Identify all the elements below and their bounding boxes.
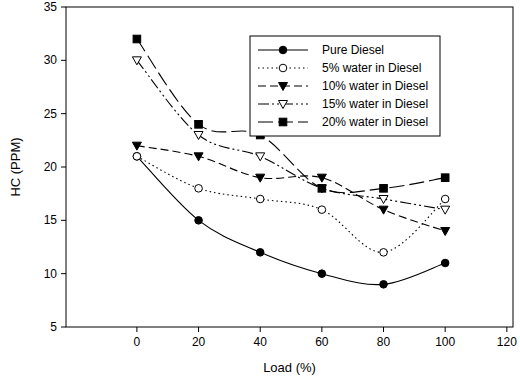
x-tick (383, 327, 384, 332)
series-point (318, 185, 326, 193)
x-tick (506, 327, 507, 332)
x-axis-label: Load (%) (263, 360, 316, 375)
series (132, 142, 449, 235)
y-tick-label: 20 (44, 160, 58, 174)
series-point (194, 153, 203, 161)
series-point (195, 121, 203, 129)
x-tick-label: 60 (315, 335, 329, 349)
series-point (441, 228, 450, 236)
y-tick-label: 15 (44, 213, 58, 227)
x-tick-label: 80 (377, 335, 391, 349)
legend-label: Pure Diesel (322, 43, 384, 57)
legend-box (250, 36, 440, 136)
y-tick-label: 10 (44, 267, 58, 281)
series-point (379, 196, 388, 204)
x-tick (445, 327, 446, 332)
series-line (137, 156, 445, 252)
series-point (380, 281, 388, 289)
series-point (195, 217, 203, 225)
series-point (256, 249, 264, 257)
x-tick-label: 0 (134, 335, 141, 349)
series-point (441, 174, 449, 182)
y-tick (61, 220, 66, 221)
series-point (441, 206, 450, 214)
y-tick-label: 5 (50, 320, 57, 334)
series-point (380, 249, 388, 257)
series-point (194, 132, 203, 140)
y-tick-label: 30 (44, 53, 58, 67)
x-tick-label: 40 (254, 335, 268, 349)
y-tick (61, 273, 66, 274)
series-point (441, 259, 449, 267)
series-point (132, 57, 141, 65)
series (133, 35, 449, 193)
legend-label: 10% water in Diesel (322, 79, 428, 93)
y-tick-label: 35 (44, 0, 58, 14)
legend-marker (279, 118, 287, 126)
chart-container: 0 20 40 60 80 100 120 5 10 15 20 25 30 35 Load (%) HC (… (0, 0, 520, 382)
series-line (137, 156, 445, 284)
x-tick (321, 327, 322, 332)
y-tick (61, 327, 66, 328)
legend-marker (279, 64, 287, 72)
y-tick (61, 167, 66, 168)
legend-label: 20% water in Diesel (322, 115, 428, 129)
series-point (379, 206, 388, 214)
legend-label: 5% water in Diesel (322, 61, 421, 75)
x-tick (136, 327, 137, 332)
series-point (256, 153, 265, 161)
series-line (137, 146, 445, 231)
series-point (132, 142, 141, 150)
plot-frame (66, 7, 513, 327)
series-point (256, 174, 265, 182)
series (133, 153, 449, 257)
x-tick (260, 327, 261, 332)
legend-marker (279, 83, 288, 91)
x-tick (198, 327, 199, 332)
legend: Pure Diesel 5% water in Diesel 10% water i… (250, 36, 440, 136)
series-point (133, 153, 141, 161)
series-point (318, 270, 326, 278)
y-tick (61, 113, 66, 114)
y-tick (61, 60, 66, 61)
x-tick-label: 100 (435, 335, 455, 349)
series-point (133, 35, 141, 43)
y-axis-label: HC (PPM) (8, 137, 23, 196)
y-tick (61, 7, 66, 8)
series-point (195, 185, 203, 193)
series-point (317, 185, 326, 193)
series-point (318, 206, 326, 214)
series-point (133, 153, 141, 161)
y-tick-label: 25 (44, 107, 58, 121)
series-point (317, 174, 326, 182)
series-point (441, 195, 449, 203)
chart-svg: 0 20 40 60 80 100 120 5 10 15 20 25 30 35 Load (%) HC (… (0, 0, 520, 382)
x-tick-label: 120 (497, 335, 517, 349)
plot-area (132, 35, 449, 288)
series-point (380, 185, 388, 193)
legend-marker (279, 46, 287, 54)
x-tick-label: 20 (192, 335, 206, 349)
legend-label: 15% water in Diesel (322, 97, 428, 111)
series-point (256, 195, 264, 203)
legend-marker (279, 101, 288, 109)
